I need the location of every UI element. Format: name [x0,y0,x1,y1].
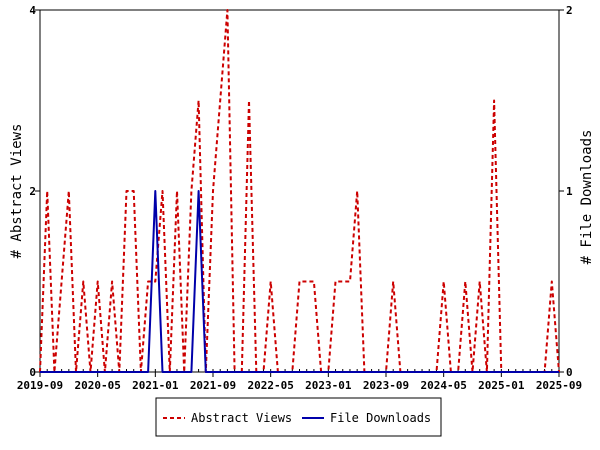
x-tick-label: 2020-05 [74,379,120,392]
y-right-tick-label: 0 [566,366,573,379]
x-tick-label: 2021-09 [190,379,236,392]
legend-box [155,397,442,437]
legend-label-abstract-views: Abstract Views [191,411,292,425]
y-left-tick-label: 0 [29,366,36,379]
series-line-abstract-views [39,9,560,373]
x-axis-ticks: 2019-09 2020-05 2021-01 2021-09 2022-05 2023-… [17,372,582,392]
y-left-ticks: 0 2 4 [29,4,40,379]
legend: Abstract Views File Downloads [155,397,442,437]
y-left-tick-label: 4 [29,4,36,17]
y-right-tick-label: 2 [566,4,573,17]
series-line-file-downloads [40,190,559,373]
x-tick-label: 2023-01 [305,379,352,392]
plot-area [39,9,560,373]
y-right-ticks: 0 1 2 [559,4,573,379]
x-tick-label: 2019-09 [17,379,63,392]
x-tick-label: 2024-05 [420,379,466,392]
x-tick-label: 2025-09 [536,379,582,392]
y-left-axis-title: # Abstract Views [9,124,25,259]
legend-label-file-downloads: File Downloads [330,411,431,425]
x-tick-label: 2022-05 [247,379,293,392]
series-layer [39,9,560,373]
x-tick-label: 2021-01 [132,379,179,392]
x-tick-label: 2023-09 [363,379,409,392]
x-tick-label: 2025-01 [478,379,525,392]
y-left-tick-label: 2 [29,185,36,198]
y-right-tick-label: 1 [566,185,573,198]
y-right-axis-title: # File Downloads [579,130,595,265]
